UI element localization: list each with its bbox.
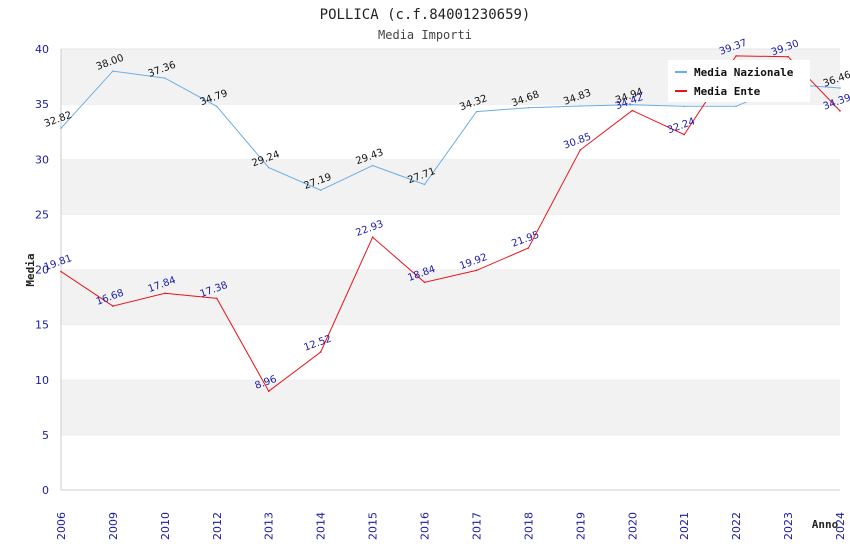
series-1-point (216, 297, 218, 300)
chart-title: POLLICA (c.f.84001230659) (320, 7, 531, 23)
y-tick-label: 35 (35, 98, 49, 111)
y-tick-label: 5 (42, 429, 49, 442)
series-0-point (267, 166, 270, 169)
series-1-point (319, 351, 322, 353)
x-tick-label: 2021 (678, 512, 691, 540)
x-tick-label: 2015 (367, 512, 380, 540)
series-0-point (319, 189, 322, 192)
y-tick-label: 10 (35, 374, 49, 387)
x-tick-label: 2006 (55, 512, 68, 540)
series-1-point (839, 110, 841, 112)
x-tick-label: 2012 (211, 512, 224, 540)
y-tick-label: 40 (35, 43, 49, 56)
series-0-point (527, 106, 530, 109)
y-tick-label: 0 (42, 484, 49, 497)
series-1-point (164, 292, 166, 295)
x-tick-label: 2022 (730, 512, 743, 540)
series-0-point (216, 105, 218, 108)
series-1-point (60, 270, 62, 273)
grid-band (61, 324, 840, 380)
x-tick-label: 2014 (315, 512, 328, 540)
legend-label-media-nazionale: Media Nazionale (694, 66, 794, 79)
series-1-point (371, 236, 374, 238)
y-tick-label: 20 (35, 264, 49, 277)
grid-band (61, 214, 840, 270)
series-0-point (631, 103, 634, 106)
chart-subtitle: Media Importi (378, 28, 472, 42)
series-0-point (735, 105, 737, 108)
x-tick-label: 2013 (263, 512, 276, 540)
series-1-point (579, 149, 582, 151)
axes: 0 5 10 15 20 25 30 35 40 2006 2009 2010 2012 2013 2014… (35, 43, 847, 540)
legend-box (668, 60, 810, 102)
x-tick-label: 2024 (834, 512, 847, 540)
series-1-point (735, 55, 737, 57)
x-tick-label: 2023 (782, 512, 795, 540)
legend: Media Nazionale Media Ente (668, 60, 810, 102)
y-tick-label: 15 (35, 319, 49, 332)
series-0-point (423, 183, 426, 186)
series-1-point (423, 281, 426, 284)
x-tick-label: 2016 (419, 512, 432, 540)
series-0-point (579, 105, 582, 107)
series-line-0 (60, 70, 841, 191)
series-1-point (112, 305, 114, 307)
series-1-point (787, 55, 789, 58)
series-1-point (475, 269, 478, 272)
grid-band (61, 379, 840, 435)
x-tick-label: 2018 (522, 512, 535, 540)
series-0-point (112, 70, 114, 72)
x-tick-label: 2020 (626, 512, 639, 540)
series-0-point (60, 127, 62, 129)
series-0-point (683, 105, 685, 108)
series-0-point (839, 87, 841, 89)
series-1-point (631, 109, 634, 112)
series-1-point (527, 247, 530, 249)
grid-bands (61, 48, 840, 490)
series-0-point (371, 164, 374, 167)
series-0-point (475, 110, 478, 113)
series-1-point (683, 133, 685, 136)
x-tick-label: 2019 (574, 512, 587, 540)
y-axis-label: Media (24, 253, 37, 286)
x-tick-label: 2010 (159, 512, 172, 540)
x-tick-label: 2009 (107, 512, 120, 540)
series-1-point (267, 390, 270, 393)
grid-band (61, 159, 840, 215)
x-tick-label: 2017 (470, 512, 483, 540)
grid-band (61, 269, 840, 325)
x-axis-label: Anno (812, 518, 839, 531)
series-0-point (164, 77, 166, 79)
grid-band (61, 104, 840, 160)
y-tick-label: 25 (35, 208, 49, 221)
grid-band (61, 434, 840, 490)
legend-label-media-ente: Media Ente (694, 85, 761, 98)
y-tick-label: 30 (35, 153, 49, 166)
